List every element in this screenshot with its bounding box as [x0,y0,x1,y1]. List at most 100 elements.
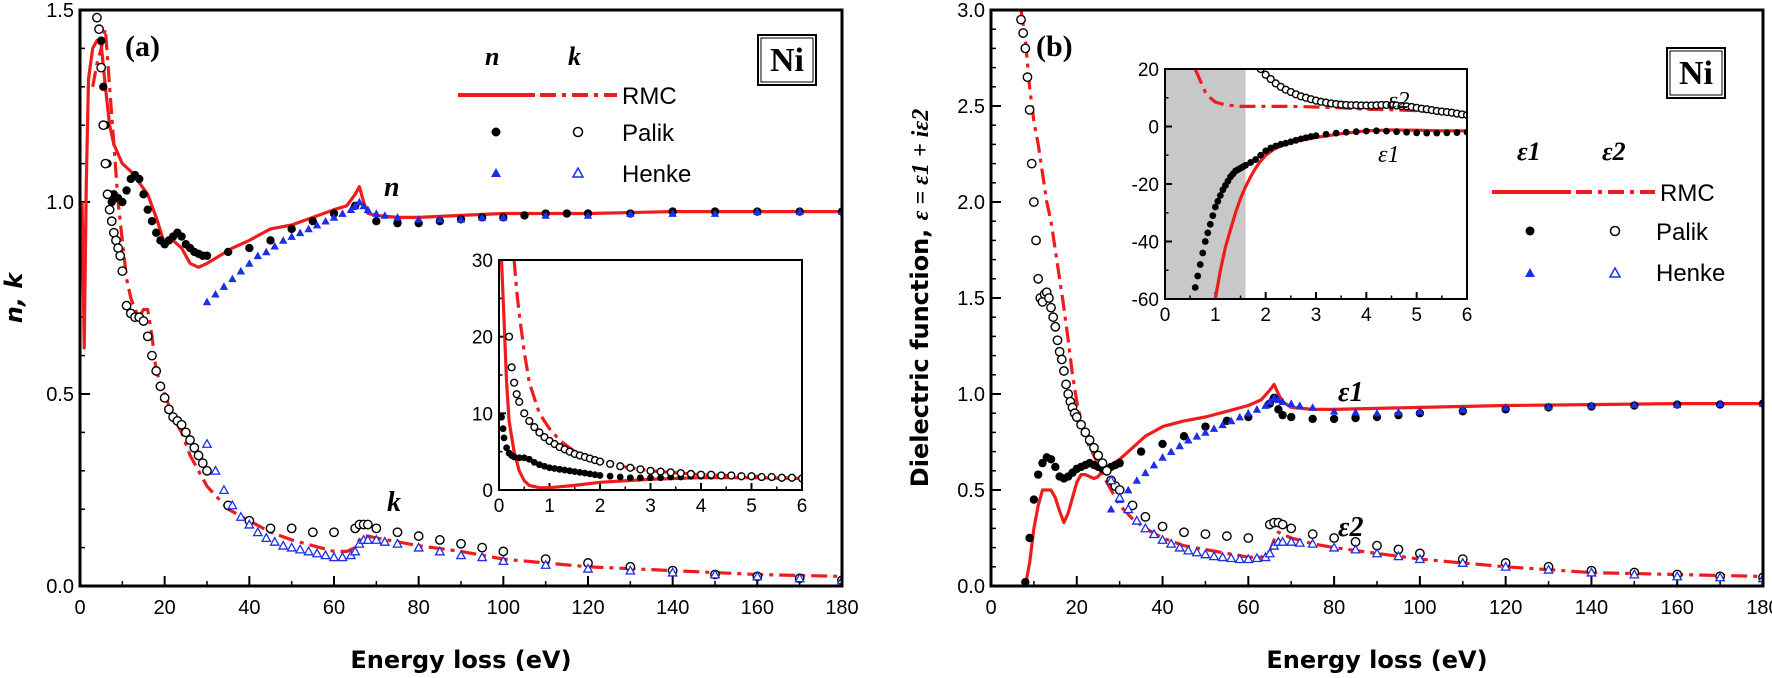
panel-b-label: (b) [1036,30,1073,63]
point-palik-k [307,527,318,538]
point-palik-n [566,467,574,475]
point-henke-2 [1105,474,1117,485]
point-palik-k [163,404,174,415]
x-tick-label: 180 [825,597,858,619]
y-tick-label: 10 [472,404,493,425]
point-palik-k [142,331,153,342]
point-henke-2 [1629,568,1640,579]
point-henke-1 [1394,408,1403,416]
point-palik-n [96,36,106,45]
point-palik-n [139,190,148,199]
point-palik-n [596,472,604,479]
point-palik-1 [1179,432,1189,441]
point-henke-1 [1501,403,1510,411]
point-palik-n [657,474,664,482]
point-henke-n [253,251,262,260]
point-palik-k [362,519,373,530]
panel-b-inset-frame [1164,68,1468,300]
x-tick-label: 160 [1661,597,1694,619]
point-palik-k [456,538,466,549]
point-henke-2 [1264,547,1276,558]
point-palik-1 [1352,128,1360,136]
panel-b-inset-series [1191,69,1467,299]
point-palik-k [176,419,187,430]
point-palik-n [143,205,152,214]
point-palik-2 [1307,529,1318,540]
point-palik-1 [1204,229,1212,237]
x-tick-label: 6 [797,496,808,517]
point-palik-1 [1214,197,1222,205]
point-henke-1 [1209,424,1219,432]
point-palik-k [100,158,111,169]
series-line-rmc-n [499,260,802,490]
y-tick-label: 20 [472,328,493,349]
point-palik-k [530,423,539,432]
series-palik-2 [1256,69,1467,120]
point-palik-k [189,442,200,453]
point-henke-2 [1671,570,1683,581]
point-palik-1 [1262,147,1270,155]
point-palik-k [666,468,675,477]
point-palik-1 [1158,439,1167,449]
point-henke-k [752,570,763,581]
point-henke-n [350,201,360,210]
point-palik-2 [1179,527,1189,538]
panel-b: 0204060801001201401601800.00.51.01.52.02… [906,0,1772,674]
point-henke-1 [1201,428,1210,436]
point-henke-k [362,534,374,544]
point-palik-n [223,247,233,257]
y-tick-label: 0.5 [46,384,74,406]
point-palik-1 [1194,272,1202,280]
y-tick-label: 1.5 [957,288,985,310]
panel-b-series [1016,10,1763,586]
legend-a-col-n: n [485,42,499,71]
legend-a-palik-filled [491,127,501,137]
x-tick-label: 120 [1489,597,1522,619]
point-palik-1 [1373,127,1380,135]
point-henke-n [380,211,389,219]
y-tick-label: -20 [1132,175,1159,196]
point-henke-n [287,232,296,240]
series-henke-n [202,197,842,306]
point-henke-2 [1182,544,1194,555]
point-palik-k [392,527,403,538]
point-palik-1 [1209,212,1217,220]
point-henke-1 [1287,399,1296,407]
point-palik-k [747,472,756,481]
panel-a-series [80,12,842,586]
point-henke-n [668,209,677,217]
point-palik-1 [1308,414,1317,424]
panel-b-inset-e2-label: ε2 [1388,88,1409,114]
y-tick-label: 0 [482,481,493,502]
panel-a-inset-series [499,260,802,490]
x-tick-label: 5 [1411,305,1422,326]
series-rmc-n [499,260,802,490]
point-henke-k [476,551,488,562]
point-henke-2 [1165,538,1177,548]
point-palik-2 [1200,529,1211,540]
x-tick-label: 20 [154,597,176,619]
x-tick-label: 4 [1361,305,1372,326]
point-henke-k [252,526,264,537]
point-palik-n [372,217,381,226]
point-henke-n [372,209,381,217]
legend-b-henke-filled [1525,268,1535,277]
point-henke-1 [1274,395,1283,404]
point-henke-n [355,197,364,206]
point-palik-k [155,381,166,392]
point-henke-1 [1166,447,1176,455]
point-henke-1 [1252,405,1262,413]
point-henke-k [218,484,230,495]
point-palik-n [177,232,186,241]
point-henke-k [540,559,551,569]
x-tick-label: 60 [323,597,345,619]
panel-b-inset-shade [1165,69,1246,299]
point-henke-k [277,540,289,550]
point-palik-n [135,174,144,184]
point-henke-2 [1157,534,1168,544]
point-palik-k [197,458,208,469]
point-henke-1 [1372,409,1382,417]
panel-a-label: (a) [125,30,160,63]
point-palik-1 [1021,577,1030,586]
